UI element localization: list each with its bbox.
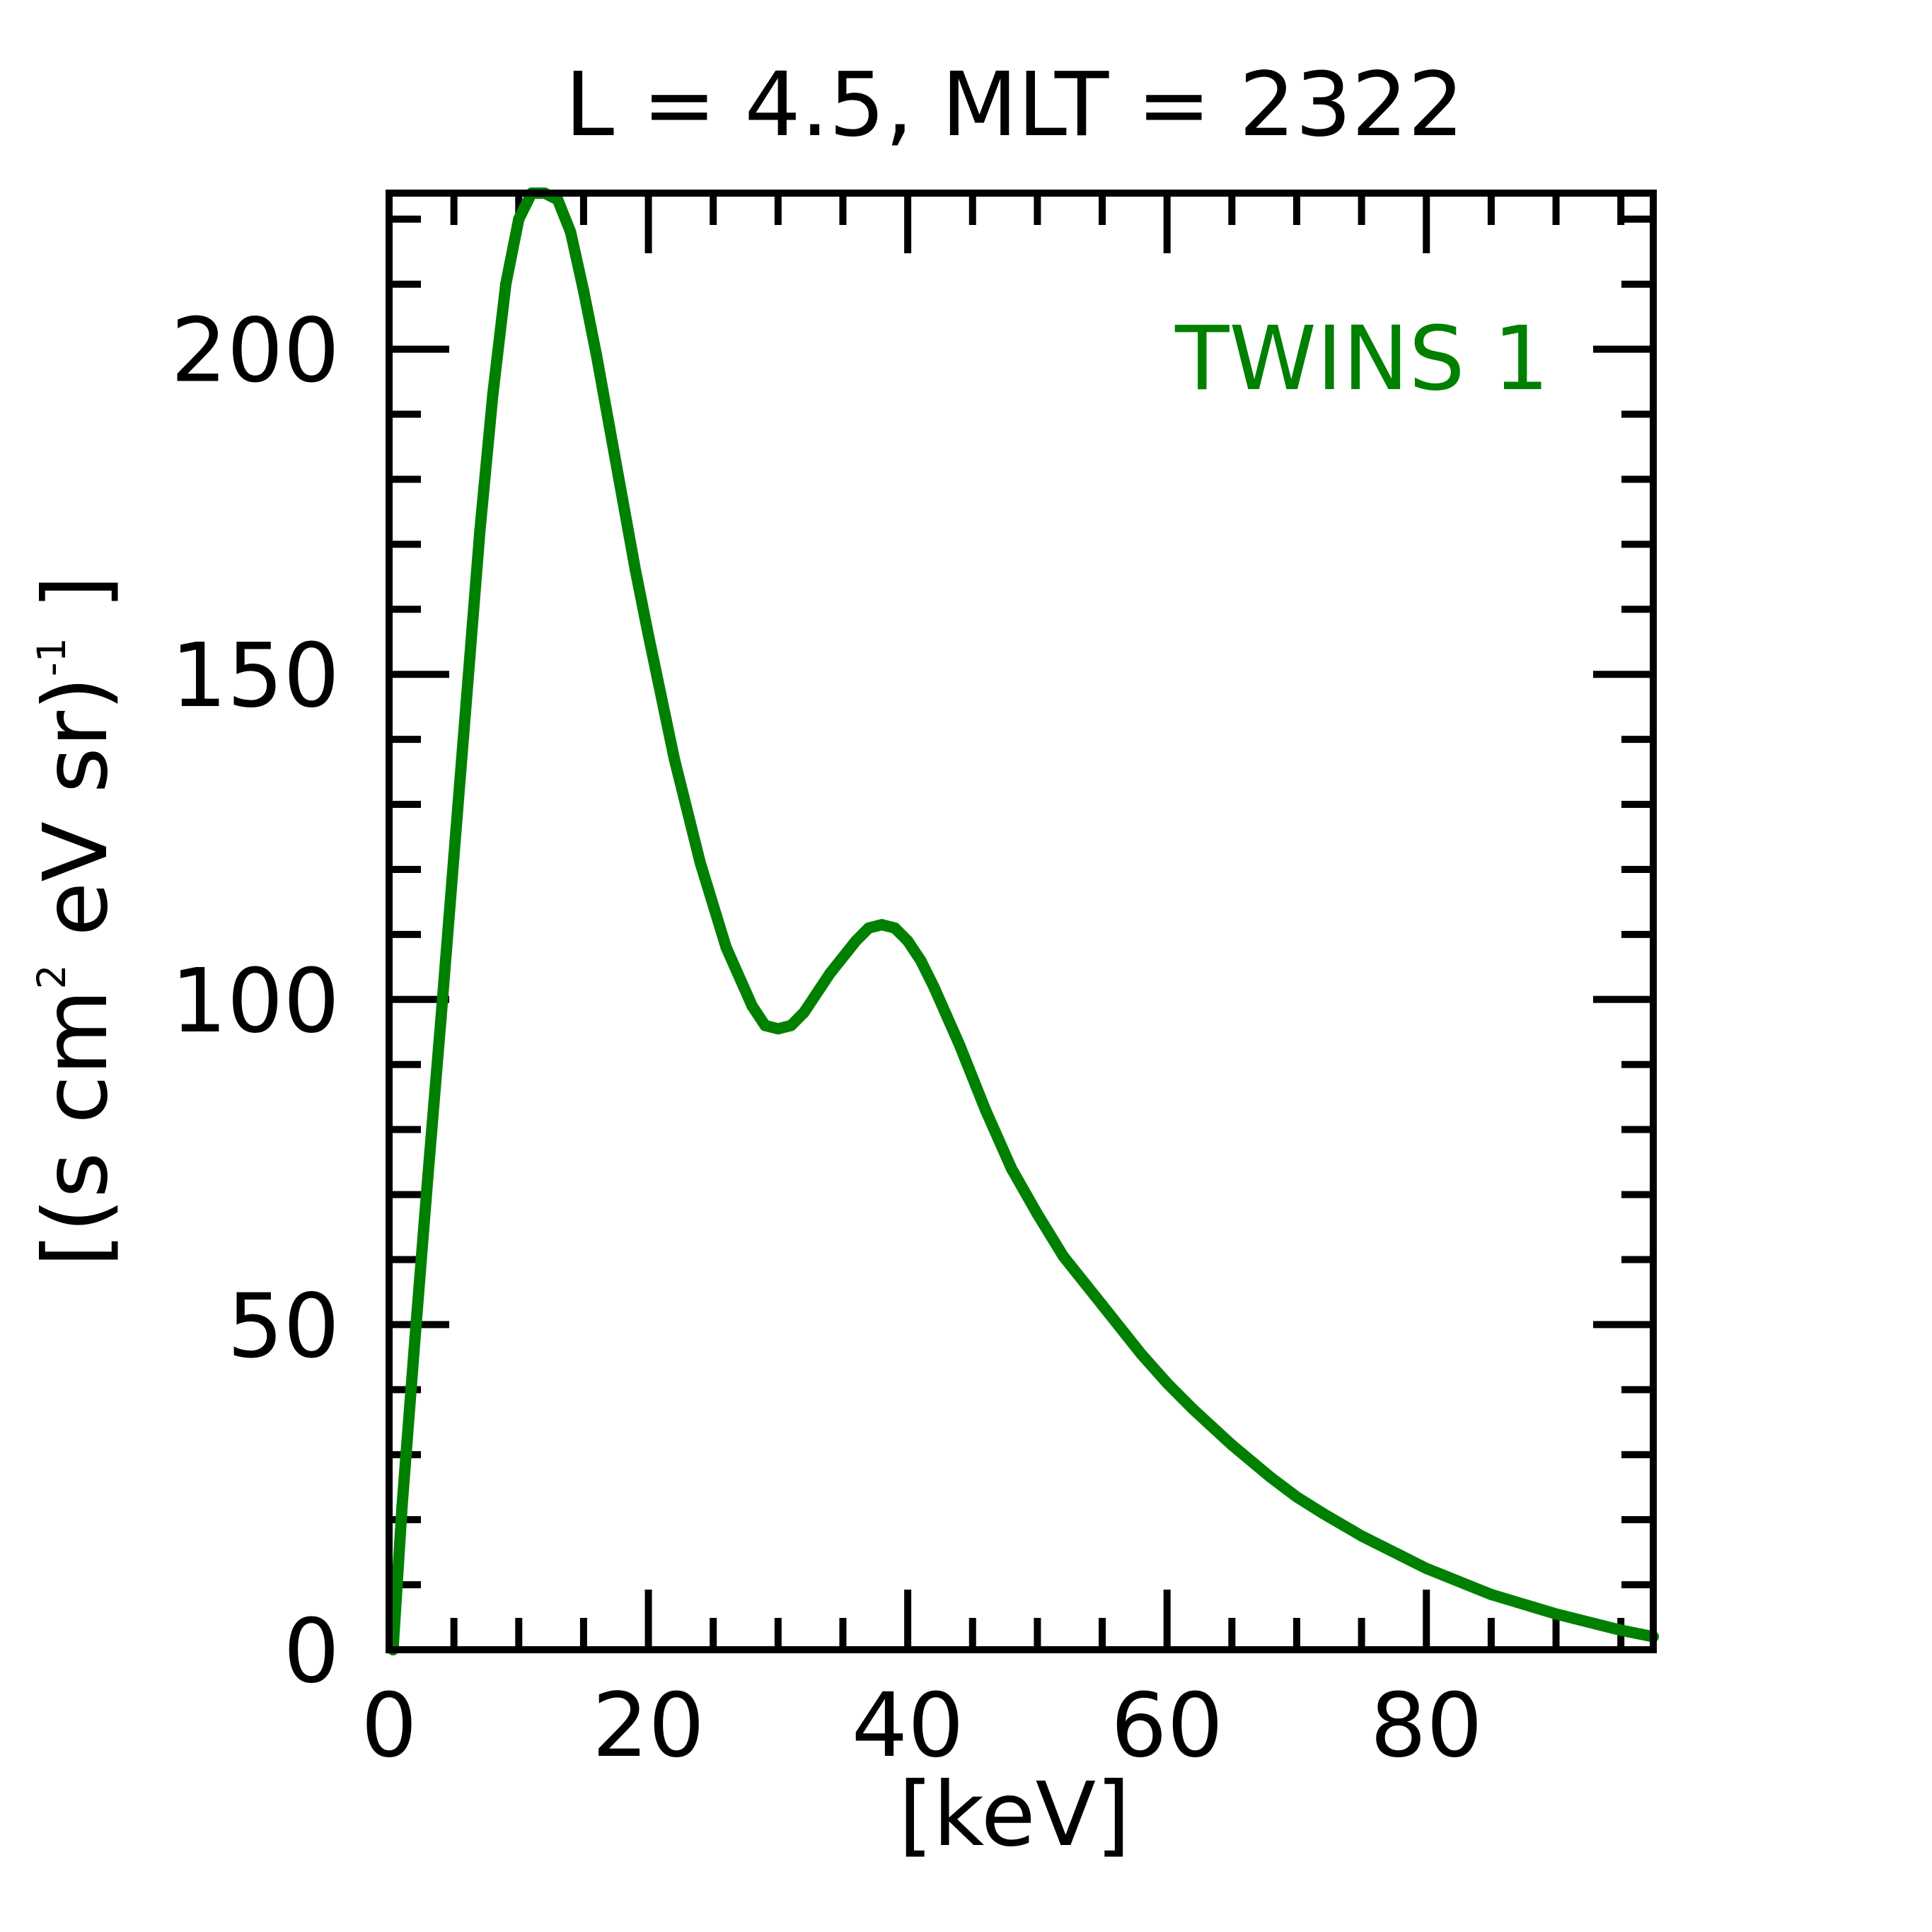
data-point [759,1019,771,1031]
data-point [1317,1507,1329,1519]
data-point [1290,1491,1302,1503]
data-point [1097,1299,1109,1311]
data-point [694,857,706,869]
data-point [396,1500,408,1512]
data-point [927,981,939,993]
data-point [1005,1162,1017,1174]
y-axis-label-sup1: 2 [29,964,74,989]
y-tick-label: 100 [170,950,340,1053]
axis-tick-labels: 0 20 40 60 80 0 50 100 150 200 [170,300,1482,1777]
data-point [1226,1439,1238,1451]
axis-ticks [386,193,1653,1653]
y-axis-label: [(s cm2 eV sr)-1 ] [25,575,127,1267]
y-tick-label: 50 [227,1275,340,1377]
data-point [1421,1563,1433,1575]
data-point [1058,1250,1070,1262]
data-point [603,421,615,433]
data-point [422,1169,434,1181]
y-axis-label-mid: eV sr) [25,676,127,964]
data-point [1550,1608,1562,1620]
data-point [980,1104,992,1116]
data-point [565,226,577,238]
data-point [552,194,564,206]
data-point [954,1039,966,1051]
data-point [1031,1208,1043,1220]
y-tick-label: 150 [170,625,340,727]
data-point [1161,1377,1173,1389]
data-point [1485,1588,1497,1600]
data-point [642,630,654,642]
x-tick-label: 20 [592,1674,705,1777]
y-tick-label: 200 [170,300,340,403]
data-point [772,1023,784,1035]
data-point [461,688,473,700]
data-point [591,349,603,361]
data-point [824,968,836,980]
data-point [499,278,511,290]
data-point [785,1019,797,1031]
data-point [1265,1471,1277,1483]
data-point [1355,1530,1367,1542]
data-point [1394,1549,1406,1561]
y-tick-label: 0 [283,1600,340,1703]
data-point [435,1013,447,1025]
data-point [876,919,888,931]
data-point [474,525,486,537]
x-axis-label: [keV] [898,1764,1130,1866]
data-point [487,388,499,400]
data-point [630,565,642,577]
data-point [1615,1624,1627,1636]
data-point [616,493,628,505]
legend-entry-twins-1: TWINS 1 [1174,308,1549,410]
series-line-twins-1 [387,187,1659,1655]
x-tick-label: 0 [361,1674,417,1777]
data-point [915,954,927,966]
x-tick-label: 80 [1370,1674,1483,1777]
chart-title: L = 4.5, MLT = 2322 [565,54,1464,156]
series-points [387,187,1659,1655]
data-point [448,850,460,862]
data-point [1187,1403,1199,1415]
data-point [720,942,732,954]
data-point [1135,1348,1147,1360]
x-tick-label: 40 [852,1674,964,1777]
data-point [669,753,681,765]
data-point [902,935,914,947]
data-point [746,1000,758,1012]
data-point [513,213,525,225]
y-axis-label-sup2: -1 [29,637,74,676]
data-point [577,284,589,296]
data-point [863,922,875,934]
y-axis-label-end: ] [25,575,127,638]
data-point [850,935,862,947]
data-point [409,1331,421,1343]
data-point [889,922,901,934]
data-point [798,1007,810,1019]
x-tick-label: 60 [1111,1674,1223,1777]
plot-frame [386,190,1657,1653]
y-axis-label-base: [(s cm [25,989,127,1267]
